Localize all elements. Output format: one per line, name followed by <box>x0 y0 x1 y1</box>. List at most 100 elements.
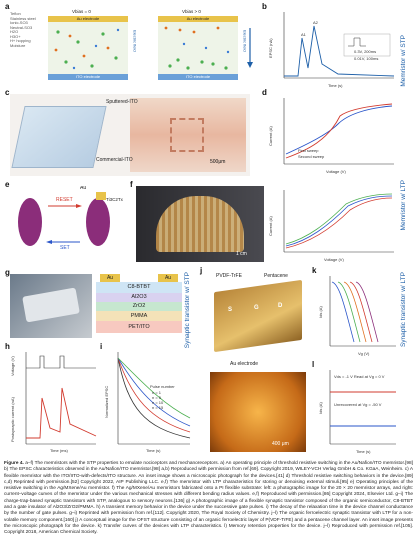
stack-layer-c8btbt: C8-BTBT <box>96 282 182 293</box>
side-label-ltp-memristor: Memristor w/ LTP <box>400 180 407 231</box>
f-ylabel: Current (A) <box>268 216 273 236</box>
i-legend-item: n = 1 <box>152 390 162 395</box>
legend-item: H3O+ <box>10 33 21 39</box>
legend-item: H2O <box>10 29 19 34</box>
ion-particles <box>164 26 230 70</box>
bending-iv-plot: Current (A) Voltage (V) <box>268 190 394 262</box>
transient-plot: Voltage (V) Postsynaptic current (nA) Ti… <box>10 352 97 453</box>
legend-item: Neutral-SO3 <box>10 24 33 30</box>
panel-d-letter: d <box>262 88 267 97</box>
panel-e: Au Ti3C2Tx RESET SET <box>10 186 126 264</box>
legend-item: Stainless steel <box>10 15 36 21</box>
scalebar-f: 1 cm <box>236 251 247 257</box>
i-xlabel: Time (s) <box>146 448 161 453</box>
nafion-layer <box>48 22 128 74</box>
l-note-1: Vds = -1 V Read at Vg = 0 V <box>334 374 385 379</box>
side-label-stp-transistor: Synaptic transistor w/ STP <box>184 272 191 349</box>
panel-k: Ids (A) Vg (V) <box>318 272 400 358</box>
stack-layer-pet-ito: PET/ITO <box>96 321 182 333</box>
decay-plot: Normalized EPSC Time (s) Pulse number n … <box>104 352 191 453</box>
panel-a: Teflon Stainless steel Ionic-SO3 Neutral… <box>8 8 258 88</box>
scalebar-c: 500μm <box>210 159 226 165</box>
chip-letter-s: S <box>228 307 233 313</box>
cell-biased: Vbias > 0 Au electrode ITO electrode <box>158 9 238 86</box>
epsc-xlabel: Time (s) <box>328 83 343 88</box>
panel-g-photo <box>10 274 92 338</box>
pulse-legend-1: 0.3V, 200ms <box>354 49 376 54</box>
epsc-plot: A1 A2 EPSC (nA) Time (s) 0.3V, 200ms 0.0… <box>268 12 395 88</box>
filament-diagram <box>18 192 110 246</box>
label-sputtered-ito: Sputtered-ITO <box>106 99 138 105</box>
stack-au-right: Au <box>158 274 178 282</box>
flexible-substrate-photo <box>11 106 107 168</box>
panel-f-photo: 1 cm <box>136 186 264 262</box>
transfer-curve-plot: Ids (A) Vg (V) <box>318 276 396 356</box>
label-commercial-ito: Commercial-ITO <box>96 157 133 163</box>
chip-letter-g: G <box>254 305 259 311</box>
legend-first-sweep: First sweep <box>298 148 319 153</box>
panel-g-stack: Au Au C8-BTBT Al2O3 ZrO2 PMMA PET/ITO <box>96 274 182 338</box>
h-ylabel-bottom: Postsynaptic current (nA) <box>10 396 15 442</box>
panel-c: Sputtered-ITO Commercial-ITO 500μm <box>10 94 250 176</box>
peak-a1-label: A1 <box>301 32 307 37</box>
panel-f-letter: f <box>130 180 133 189</box>
i-legend-item: n = 15 <box>152 405 164 410</box>
panel-i: Normalized EPSC Time (s) Pulse number n … <box>104 348 194 456</box>
panel-g-letter: g <box>5 268 10 277</box>
legend-item: Ionic-SO3 <box>10 20 28 25</box>
panel-h-letter: h <box>5 342 10 351</box>
label-au: Au <box>80 186 87 191</box>
h-xlabel: Time (ms) <box>50 448 69 453</box>
k-xlabel: Vg (V) <box>358 351 370 356</box>
label-ti3c2tx: Ti3C2Tx <box>106 197 123 202</box>
legend-item: Moisture <box>10 42 26 48</box>
iv-ylabel: Current (A) <box>268 126 273 146</box>
stack-layer-al2o3: Al2O3 <box>96 293 182 302</box>
electrode-pattern <box>170 118 204 152</box>
panel-d: Current (A) Voltage (V) First sweep Seco… <box>268 94 398 176</box>
chip-letter-d: D <box>278 303 283 309</box>
side-label-stp-memristor: Memristor w/ STP <box>400 35 407 87</box>
side-label-ltp-transistor: Synaptic transistor w/ LTP <box>400 272 407 348</box>
panel-a-letter: a <box>5 2 10 11</box>
legend-item: H+ hopping <box>10 38 31 43</box>
nafion-layer <box>158 22 238 74</box>
panel-e-letter: e <box>5 180 10 189</box>
i-legend-item: n = 10 <box>152 400 164 405</box>
panel-c-letter: c <box>5 88 10 97</box>
panel-h: Voltage (V) Postsynaptic current (nA) Ti… <box>10 348 100 456</box>
panel-j-letter: j <box>200 266 203 275</box>
panel-a-legend: Teflon Stainless steel Ionic-SO3 Neutral… <box>10 11 42 48</box>
stack-layer-pmma: PMMA <box>96 311 182 321</box>
electric-field-label: Electric field <box>132 30 138 52</box>
l-ylabel: Ids (A) <box>318 402 323 414</box>
h-ylabel-top: Voltage (V) <box>10 356 15 376</box>
figure-caption: Figure 4. a–f) The memristors with the S… <box>4 461 413 537</box>
au-electrode-top: Au electrode <box>158 16 238 22</box>
field-arrow-icon <box>247 28 253 68</box>
iv-plot: Current (A) Voltage (V) First sweep Seco… <box>268 98 394 174</box>
epsc-ylabel: EPSC (nA) <box>268 38 273 58</box>
panel-j: PVDF-TrFE Pentacene S G D Au electrode 4… <box>206 272 310 456</box>
electric-field-label: Electric field <box>242 30 248 52</box>
stack-layer-zro2: ZrO2 <box>96 302 182 311</box>
panel-b: A1 A2 EPSC (nA) Time (s) 0.3V, 200ms 0.0… <box>268 8 398 90</box>
label-pentacene: Pentacene <box>264 273 288 279</box>
label-set: SET <box>60 245 70 251</box>
l-xlabel: Time (s) <box>356 449 371 454</box>
ito-electrode-bottom: ITO electrode <box>158 74 238 80</box>
panel-b-letter: b <box>262 2 267 11</box>
caption-lead: Figure 4. <box>4 461 24 466</box>
retention-plot: Ids (A) Time (s) Vds = -1 V Read at Vg =… <box>318 370 396 454</box>
label-reset: RESET <box>56 197 73 203</box>
vbias-zero-label: Vbias = 0 <box>72 9 91 14</box>
cell-unbiased: Vbias = 0 Au electrode ITO electrode <box>48 9 128 86</box>
stack-au-left: Au <box>100 274 120 282</box>
vbias-positive-label: Vbias > 0 <box>182 9 201 14</box>
peak-a2-label: A2 <box>313 20 319 25</box>
microscope-device-photo <box>210 372 306 452</box>
panel-l: Ids (A) Time (s) Vds = -1 V Read at Vg =… <box>318 366 400 456</box>
legend-item: Teflon <box>10 11 21 16</box>
pulse-legend-2: 0.01V, 100ms <box>354 56 378 61</box>
iv-xlabel: Voltage (V) <box>326 169 346 174</box>
